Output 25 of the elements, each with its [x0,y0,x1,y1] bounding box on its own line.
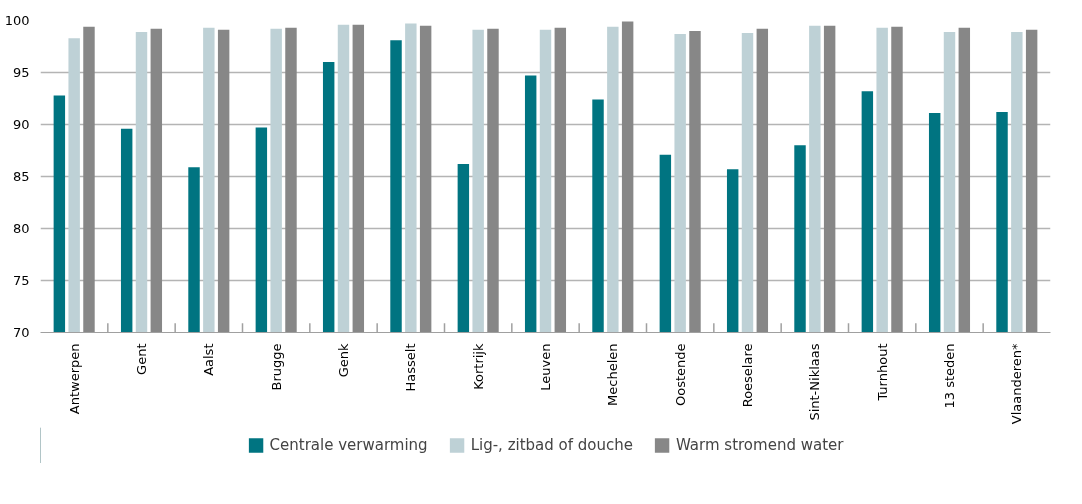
x-tick-label: Turnhout [874,343,890,402]
y-tick-label: 90 [12,117,30,132]
x-tick-label: Genk [336,343,351,378]
x-tick-label: Brugge [268,343,284,391]
x-tick-label: Leuven [538,343,553,391]
x-tick-label: Antwerpen [66,343,82,415]
x-tick-label: Roeselare [740,343,755,408]
x-tick-label: Vlaanderen* [1009,343,1025,425]
y-tick-label: 80 [12,221,30,236]
x-tick-label: Kortrijk [470,343,486,390]
y-tick-label: 75 [12,273,30,288]
y-tick-label: 85 [12,169,30,184]
y-tick-label: 95 [12,65,30,80]
y-tick-label: 100 [4,13,30,28]
x-tick-label: 13 steden [942,343,957,409]
y-tick-label: 70 [12,325,30,340]
legend-label: Centrale verwarming [269,436,428,454]
legend-label: Warm stromend water [675,436,844,454]
legend-label: Lig-, zitbad of douche [470,436,633,454]
x-tick-label: Sint-Niklaas [807,343,823,421]
x-tick-label: Gent [134,343,149,375]
x-tick-label: Hasselt [403,343,419,392]
x-tick-label: Aalst [201,343,217,376]
x-tick-label: Oostende [672,343,688,407]
x-tick-label: Mechelen [605,343,621,406]
